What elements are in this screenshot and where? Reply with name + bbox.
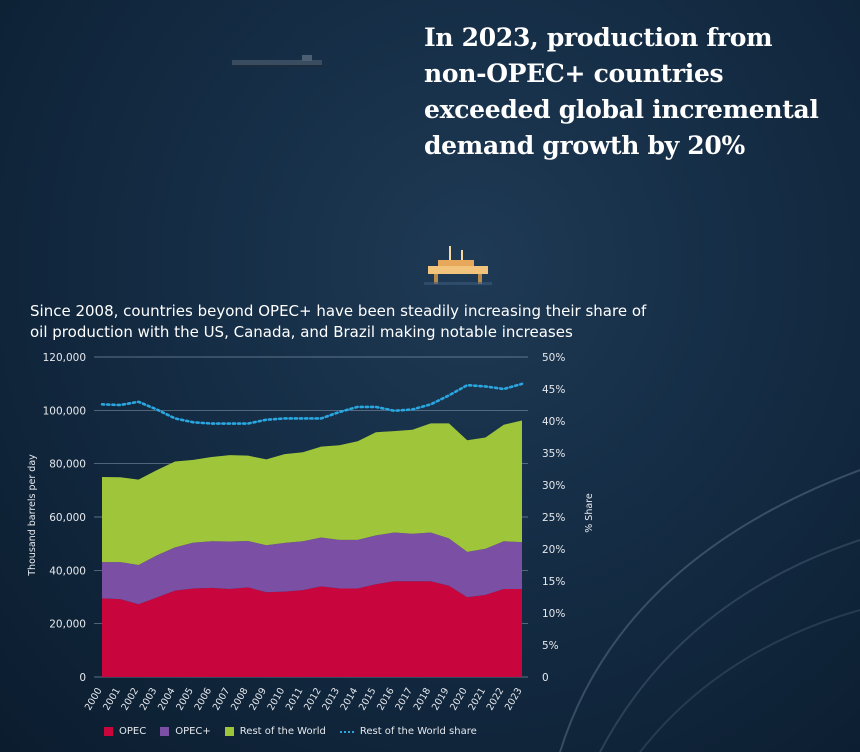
headline: In 2023, production from non-OPEC+ count… (424, 20, 844, 164)
x-tick-label: 2005 (174, 686, 196, 712)
x-tick-label: 2022 (485, 686, 507, 712)
y2-tick-label: 30% (542, 480, 565, 492)
headline-line: In 2023, production from (424, 23, 773, 52)
x-tick-label: 2012 (302, 686, 324, 712)
y2-tick-label: 40% (542, 416, 565, 428)
legend-swatch (104, 727, 113, 736)
chart-legend: OPEC OPEC+ Rest of the World Rest of the Wo… (104, 726, 477, 737)
legend-label: OPEC+ (175, 726, 211, 737)
y2-tick-label: 0 (542, 672, 549, 684)
legend-label: Rest of the World (239, 726, 326, 737)
y2-tick-label: 5% (542, 640, 559, 652)
headline-line: exceeded global incremental (424, 95, 819, 124)
y-tick-label: 60,000 (49, 512, 86, 524)
subtitle-line: oil production with the US, Canada, and … (30, 323, 573, 341)
x-tick-label: 2023 (503, 686, 525, 712)
legend-label: Rest of the World share (359, 726, 477, 737)
x-tick-label: 2017 (393, 686, 415, 712)
x-tick-label: 2019 (430, 686, 452, 712)
x-tick-label: 2016 (375, 686, 397, 712)
x-tick-label: 2011 (284, 686, 306, 712)
y2-tick-label: 20% (542, 544, 565, 556)
headline-line: non-OPEC+ countries (424, 59, 724, 88)
x-tick-label: 2015 (357, 686, 379, 712)
legend-item: OPEC (104, 726, 146, 737)
legend-label: OPEC (119, 726, 147, 737)
share-line (100, 382, 524, 425)
x-tick-label: 2004 (156, 686, 178, 712)
x-tick-label: 2002 (119, 686, 141, 712)
x-tick-label: 2020 (448, 686, 470, 712)
chart-subtitle: Since 2008, countries beyond OPEC+ have … (30, 301, 670, 343)
x-tick-label: 2006 (193, 686, 215, 712)
subtitle-line: Since 2008, countries beyond OPEC+ have … (30, 302, 647, 320)
x-tick-label: 2014 (339, 686, 361, 712)
y2-tick-label: 10% (542, 608, 565, 620)
x-tick-label: 2010 (266, 686, 288, 712)
y-tick-label: 20,000 (49, 619, 86, 631)
x-tick-label: 2008 (229, 686, 251, 712)
legend-item: OPEC+ (160, 726, 211, 737)
x-tick-label: 2021 (466, 686, 488, 712)
y-tick-label: 120,000 (43, 352, 86, 364)
legend-swatch (224, 727, 234, 736)
legend-item: Rest of the World share (339, 726, 477, 737)
x-tick-label: 2013 (320, 686, 342, 712)
tanker-ship-icon (232, 55, 324, 67)
oil-platform-icon (424, 246, 492, 285)
y2-tick-label: 25% (542, 512, 565, 524)
x-tick-label: 2003 (138, 686, 160, 712)
y-tick-label: 100,000 (43, 405, 86, 417)
y2-axis-label: % Share (584, 493, 595, 533)
y-tick-label: 40,000 (49, 565, 86, 577)
y2-tick-label: 15% (542, 576, 565, 588)
y2-tick-label: 45% (542, 384, 565, 396)
area-series-opec (102, 581, 522, 677)
x-tick-label: 2000 (83, 686, 105, 712)
y-axis-label: Thousand barrels per day (27, 454, 38, 577)
legend-swatch (160, 727, 170, 736)
legend-item: Rest of the World (224, 726, 326, 737)
y-tick-label: 0 (79, 672, 86, 684)
y-tick-label: 80,000 (49, 459, 86, 471)
x-tick-label: 2018 (412, 686, 434, 712)
x-tick-label: 2001 (101, 686, 123, 712)
headline-line: demand growth by 20% (424, 131, 745, 160)
y2-tick-label: 35% (542, 448, 565, 460)
x-tick-label: 2007 (211, 686, 233, 712)
area-series-rest-of-the-world (102, 420, 522, 565)
legend-swatch (339, 730, 354, 733)
y2-tick-label: 50% (542, 352, 565, 364)
x-tick-label: 2009 (247, 686, 269, 712)
area-series-opec- (102, 532, 522, 605)
